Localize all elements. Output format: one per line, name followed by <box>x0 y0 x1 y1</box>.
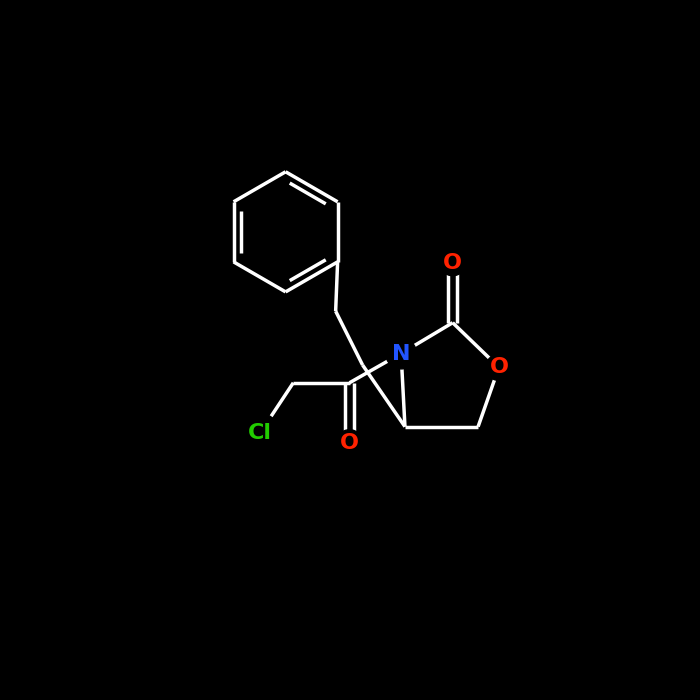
Text: O: O <box>340 433 359 453</box>
Text: O: O <box>489 358 508 377</box>
Circle shape <box>386 338 416 369</box>
Circle shape <box>440 250 466 276</box>
Text: O: O <box>443 253 462 272</box>
Text: N: N <box>392 344 410 363</box>
Circle shape <box>486 354 512 381</box>
Circle shape <box>241 414 279 452</box>
Text: Cl: Cl <box>248 423 272 443</box>
Circle shape <box>337 430 363 456</box>
